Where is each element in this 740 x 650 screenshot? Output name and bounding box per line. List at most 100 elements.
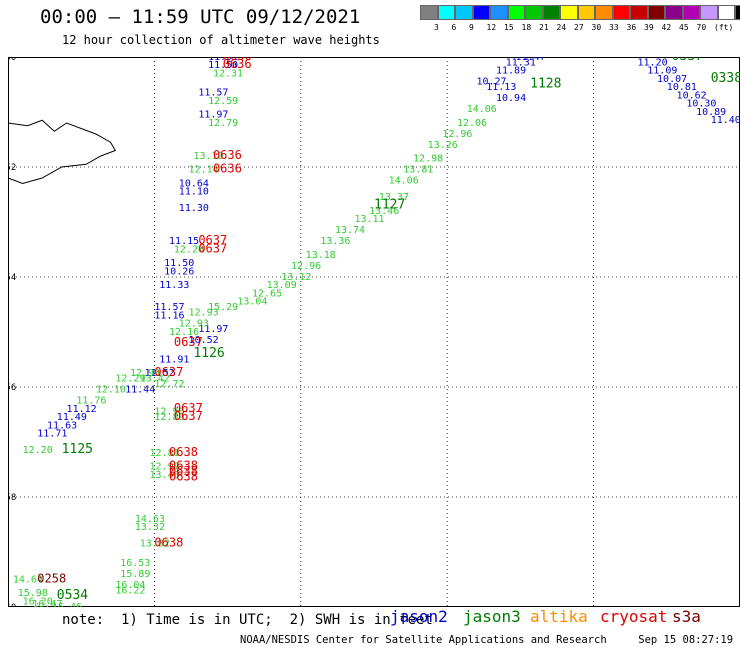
y-tick-label: -58 (8, 493, 16, 503)
satellite-jason3: jason3 (463, 607, 521, 626)
jason2-point: 11.20 (638, 57, 668, 68)
legend-label: 39 (644, 23, 654, 32)
jason2-point: 11.97 (198, 110, 228, 121)
cryosat-point: 0636 (213, 148, 242, 162)
jason2-point: 11.91 (208, 57, 238, 63)
jason3-point: 12.96 (154, 407, 184, 418)
legend-label: 42 (661, 23, 672, 32)
jason3-point: 12.96 (442, 129, 472, 140)
legend-label: 45 (679, 23, 689, 32)
jason2-point: 11.09 (647, 66, 677, 77)
jason2-point: 11.89 (496, 66, 526, 77)
jason2-point: 11.91 (159, 354, 189, 365)
jason2-point: 10.94 (496, 93, 526, 104)
jason2-point: 10.52 (189, 335, 219, 346)
legend-labels: 3 6 9 12 15 18 21 24 27 30 33 36 39 42 45 70 (ft) (420, 20, 740, 34)
legend-label: 9 (469, 23, 474, 32)
legend-swatch (647, 5, 665, 20)
chart-title: 00:00 – 11:59 UTC 09/12/2021 (40, 6, 361, 28)
jason2-point: 11.97 (198, 324, 228, 335)
legend-swatch (612, 5, 630, 20)
legend-swatch (472, 5, 490, 20)
jason3-point: 12.89 (154, 412, 184, 423)
jason3-point: 14.64 (13, 574, 43, 585)
legend-swatch (630, 5, 648, 20)
jason2-point: 11.15 (169, 236, 199, 247)
chart-subtitle: 12 hour collection of altimeter wave hei… (62, 33, 380, 47)
jason2-point: 10.26 (164, 266, 194, 277)
jason3-point: 12.59 (208, 96, 238, 107)
jason3-point: 12.96 (291, 261, 321, 272)
legend-swatch (507, 5, 525, 20)
jason3-point: 15.89 (120, 569, 150, 580)
jason3-point: 13.46 (369, 206, 399, 217)
legend-swatch (717, 5, 735, 20)
jason3-point: 15.98 (18, 588, 48, 599)
jason3-point: 12.20 (23, 445, 53, 456)
legend-label: 30 (591, 23, 602, 32)
jason2-point: 11.13 (486, 82, 516, 93)
jason2-point: 10.07 (657, 74, 687, 85)
cryosat-point: 0636 (223, 57, 252, 63)
legend-label: 27 (574, 23, 584, 32)
jason3-point: 12.16 (169, 327, 199, 338)
jason3-point: 14.06 (389, 176, 419, 187)
jason3-point: 12.99 (130, 368, 160, 379)
jason3-point: 12.93 (179, 319, 209, 330)
jason2-point: 10.89 (696, 107, 726, 118)
legend-label: 12 (486, 23, 497, 32)
jason2-point: 11.71 (37, 429, 67, 440)
legend-swatch (437, 5, 455, 20)
legend-swatch (682, 5, 700, 20)
jason3-point: 13.18 (306, 250, 336, 261)
jason3-point: 12.93 (189, 308, 219, 319)
time-label: 1127 (374, 197, 405, 212)
jason2-point: 11.63 (47, 420, 77, 431)
cryosat-point: 0637 (198, 241, 227, 255)
jason2-point: 11.12 (67, 404, 97, 415)
jason3-point: 13.26 (428, 140, 458, 151)
jason2-point: 11.57 (198, 88, 228, 99)
jason3-point: 13.37 (379, 192, 409, 203)
cryosat-point: 0636 (213, 162, 242, 176)
legend-label: 70 (696, 23, 707, 32)
jason2-point: 11.33 (159, 280, 189, 291)
jason3-point: 12.06 (457, 118, 487, 129)
jason3-point: 12.31 (213, 68, 243, 79)
time-label: 0337 (672, 57, 703, 64)
satellite-jason2: jason2 (390, 607, 448, 626)
jason2-point: 10.62 (677, 90, 707, 101)
jason3-point: 13.36 (320, 236, 350, 247)
time-label: 0534 (57, 588, 88, 603)
satellite-s3a: s3a (672, 607, 701, 626)
jason2-point: 11.10 (179, 187, 209, 198)
jason2-point: 11.47 (516, 57, 546, 63)
jason3-point: 12.10 (96, 385, 126, 396)
legend-swatch (525, 5, 543, 20)
jason3-point: 13.12 (281, 272, 311, 283)
jason2-point: 10.64 (179, 178, 209, 189)
jason3-point: 13.09 (267, 280, 297, 291)
legend-swatch (560, 5, 578, 20)
cryosat-point: 0638 (154, 536, 183, 550)
legend-label: (ft) (714, 23, 734, 32)
legend-label: 21 (539, 23, 549, 32)
falkland-islands-coastline (8, 119, 117, 185)
jason3-point: 12.29 (115, 374, 145, 385)
s3a-point: 0258 (37, 571, 66, 585)
y-tick-label: -50 (8, 57, 16, 63)
jason3-point: 12.20 (174, 244, 204, 255)
cryosat-point: 0637 (198, 233, 227, 247)
jason3-point: 13.04 (237, 297, 267, 308)
legend-label: 15 (504, 23, 514, 32)
jason2-point: 11.30 (179, 203, 209, 214)
jason2-point: 11.49 (57, 412, 87, 423)
map-plot: -60-57-54-51-48-45-50-52-54-56-58-6011.7… (8, 57, 740, 607)
time-label: 1126 (193, 346, 224, 361)
plot-frame (8, 57, 740, 607)
legend-label: 33 (609, 23, 619, 32)
jason3-point: 16.22 (115, 585, 145, 596)
jason3-point: 16.20 (23, 596, 53, 607)
jason2-point: 11.56 (628, 57, 658, 60)
legend-swatch (542, 5, 560, 20)
